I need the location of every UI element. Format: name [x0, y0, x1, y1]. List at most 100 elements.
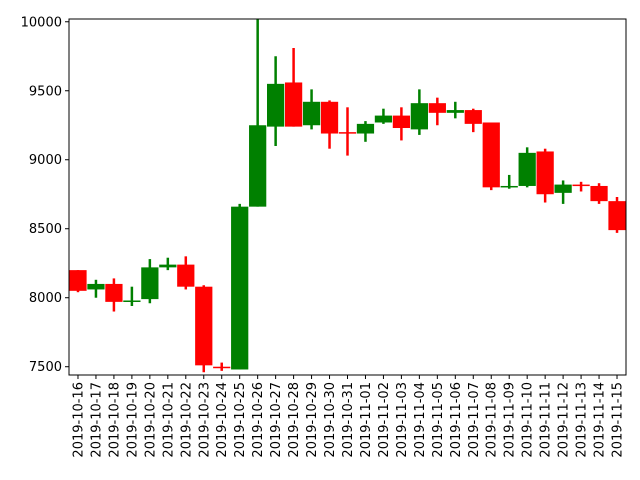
x-tick-label: 2019-10-19 [125, 382, 140, 458]
candle-body [482, 122, 500, 188]
candle-body [249, 125, 267, 207]
x-tick-label: 2019-10-26 [251, 382, 266, 458]
candle-2019-11-10 [518, 147, 536, 188]
candle-body [69, 270, 87, 291]
candle-body [338, 132, 357, 134]
candle-body [608, 201, 626, 231]
x-tick-label: 2019-10-20 [143, 382, 158, 458]
candle-2019-10-20 [141, 259, 159, 304]
candle-body [518, 152, 536, 186]
x-tick-label: 2019-11-04 [413, 382, 428, 458]
candle-body [87, 283, 105, 290]
x-tick-label: 2019-10-31 [341, 382, 356, 458]
candle-2019-10-31 [338, 107, 357, 156]
candle-body [500, 185, 518, 188]
candle-2019-10-23 [195, 285, 213, 373]
x-tick-label: 2019-11-02 [377, 382, 392, 458]
x-tick-label: 2019-11-08 [485, 382, 500, 458]
x-tick-label: 2019-10-29 [305, 382, 320, 458]
x-tick-label: 2019-11-05 [431, 382, 446, 458]
candle-2019-10-17 [87, 279, 105, 298]
x-tick-label: 2019-10-23 [197, 382, 212, 458]
candle-body [213, 366, 231, 369]
y-tick-label: 9500 [29, 84, 62, 99]
x-tick-label: 2019-11-03 [395, 382, 410, 458]
candle-2019-11-03 [392, 107, 411, 141]
candle-2019-11-04 [410, 89, 428, 135]
candle-2019-11-09 [500, 174, 518, 189]
candle-body [554, 184, 572, 193]
y-tick-label: 8000 [29, 291, 62, 306]
x-tick-label: 2019-11-06 [449, 382, 464, 458]
candle-body [177, 264, 195, 287]
x-tick-label: 2019-11-07 [467, 382, 482, 458]
candle-2019-10-21 [159, 257, 177, 271]
candle-body [195, 286, 213, 366]
candle-2019-10-16 [69, 270, 87, 293]
candle-body [356, 123, 375, 134]
x-tick-label: 2019-10-18 [107, 382, 122, 458]
candle-2019-10-18 [105, 278, 123, 312]
candle-2019-11-08 [482, 122, 500, 191]
candle-2019-11-01 [356, 121, 375, 142]
y-tick-label: 9000 [29, 153, 62, 168]
candle-body [392, 115, 411, 129]
candle-body [284, 82, 303, 127]
candle-body [141, 267, 159, 300]
candle-2019-10-30 [320, 100, 339, 149]
candle-2019-11-15 [608, 197, 626, 233]
candle-body [231, 206, 249, 370]
candle-body [302, 101, 321, 126]
x-tick-label: 2019-10-24 [215, 382, 230, 458]
candle-2019-11-12 [554, 180, 572, 204]
candle-2019-10-24 [213, 362, 231, 371]
x-tick-label: 2019-10-22 [179, 382, 194, 458]
candle-2019-11-11 [536, 148, 554, 203]
y-tick-label: 7500 [29, 360, 62, 375]
x-tick-label: 2019-11-01 [359, 382, 374, 458]
x-tick-label: 2019-10-27 [269, 382, 284, 458]
candle-2019-10-25 [231, 203, 249, 370]
candles-layer [69, 19, 626, 373]
candle-2019-10-26 [249, 19, 267, 207]
x-tick-label: 2019-11-15 [611, 382, 626, 458]
candle-body [267, 83, 285, 127]
candle-2019-10-19 [123, 286, 141, 307]
x-tick-label: 2019-11-09 [503, 382, 518, 458]
x-tick-label: 2019-10-21 [161, 382, 176, 458]
candle-body [159, 264, 177, 268]
x-tick-label: 2019-10-17 [89, 382, 104, 458]
candle-body [123, 300, 141, 302]
y-tick-label: 8500 [29, 222, 62, 237]
y-tick-label: 10000 [21, 15, 62, 30]
candle-2019-10-27 [267, 56, 285, 146]
candle-2019-11-07 [464, 108, 482, 133]
candle-body [446, 110, 464, 113]
candle-2019-10-29 [302, 89, 321, 130]
candle-body [374, 115, 393, 123]
candle-body [320, 101, 339, 134]
candle-2019-11-06 [446, 101, 464, 119]
candle-2019-10-28 [284, 47, 303, 127]
candle-2019-11-14 [590, 183, 608, 204]
x-tick-label: 2019-11-13 [575, 382, 590, 458]
x-axis: 2019-10-16 2019-10-17 2019-10-18 2019-10-19… [71, 375, 626, 458]
candle-2019-11-13 [572, 181, 590, 192]
x-tick-label: 2019-11-12 [557, 382, 572, 458]
x-tick-label: 2019-10-30 [323, 382, 338, 458]
candle-body [410, 103, 428, 130]
candle-body [590, 185, 608, 202]
x-tick-label: 2019-11-10 [521, 382, 536, 458]
y-axis: 7500 8000 8500 9000 9500 10000 [21, 15, 69, 375]
candle-body [105, 283, 123, 302]
candle-body [572, 184, 590, 187]
x-tick-label: 2019-10-25 [233, 382, 248, 458]
candle-body [536, 151, 554, 195]
candle-2019-11-02 [374, 108, 393, 124]
x-tick-label: 2019-11-11 [539, 382, 554, 458]
x-tick-label: 2019-11-14 [593, 382, 608, 458]
candle-body [428, 103, 446, 113]
candle-2019-11-05 [428, 97, 446, 126]
